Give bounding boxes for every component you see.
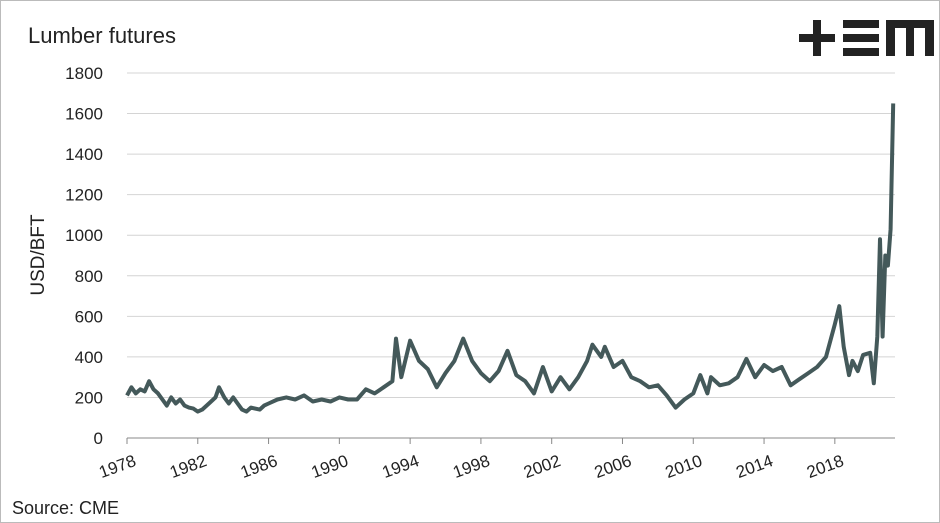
y-tick-label: 200 (75, 388, 103, 407)
y-tick-label: 1600 (65, 105, 103, 124)
y-tick-label: 1200 (65, 186, 103, 205)
y-tick-label: 1000 (65, 226, 103, 245)
y-tick-label: 0 (94, 429, 103, 448)
chart-title: Lumber futures (28, 23, 176, 48)
y-tick-label: 400 (75, 348, 103, 367)
y-tick-label: 800 (75, 267, 103, 286)
source: Source: CME (12, 498, 119, 518)
y-tick-label: 600 (75, 307, 103, 326)
y-axis-title: USD/BFT (28, 214, 49, 296)
logo (799, 20, 934, 56)
y-tick-label: 1400 (65, 145, 103, 164)
y-tick-label: 1800 (65, 64, 103, 83)
line (125, 103, 896, 414)
